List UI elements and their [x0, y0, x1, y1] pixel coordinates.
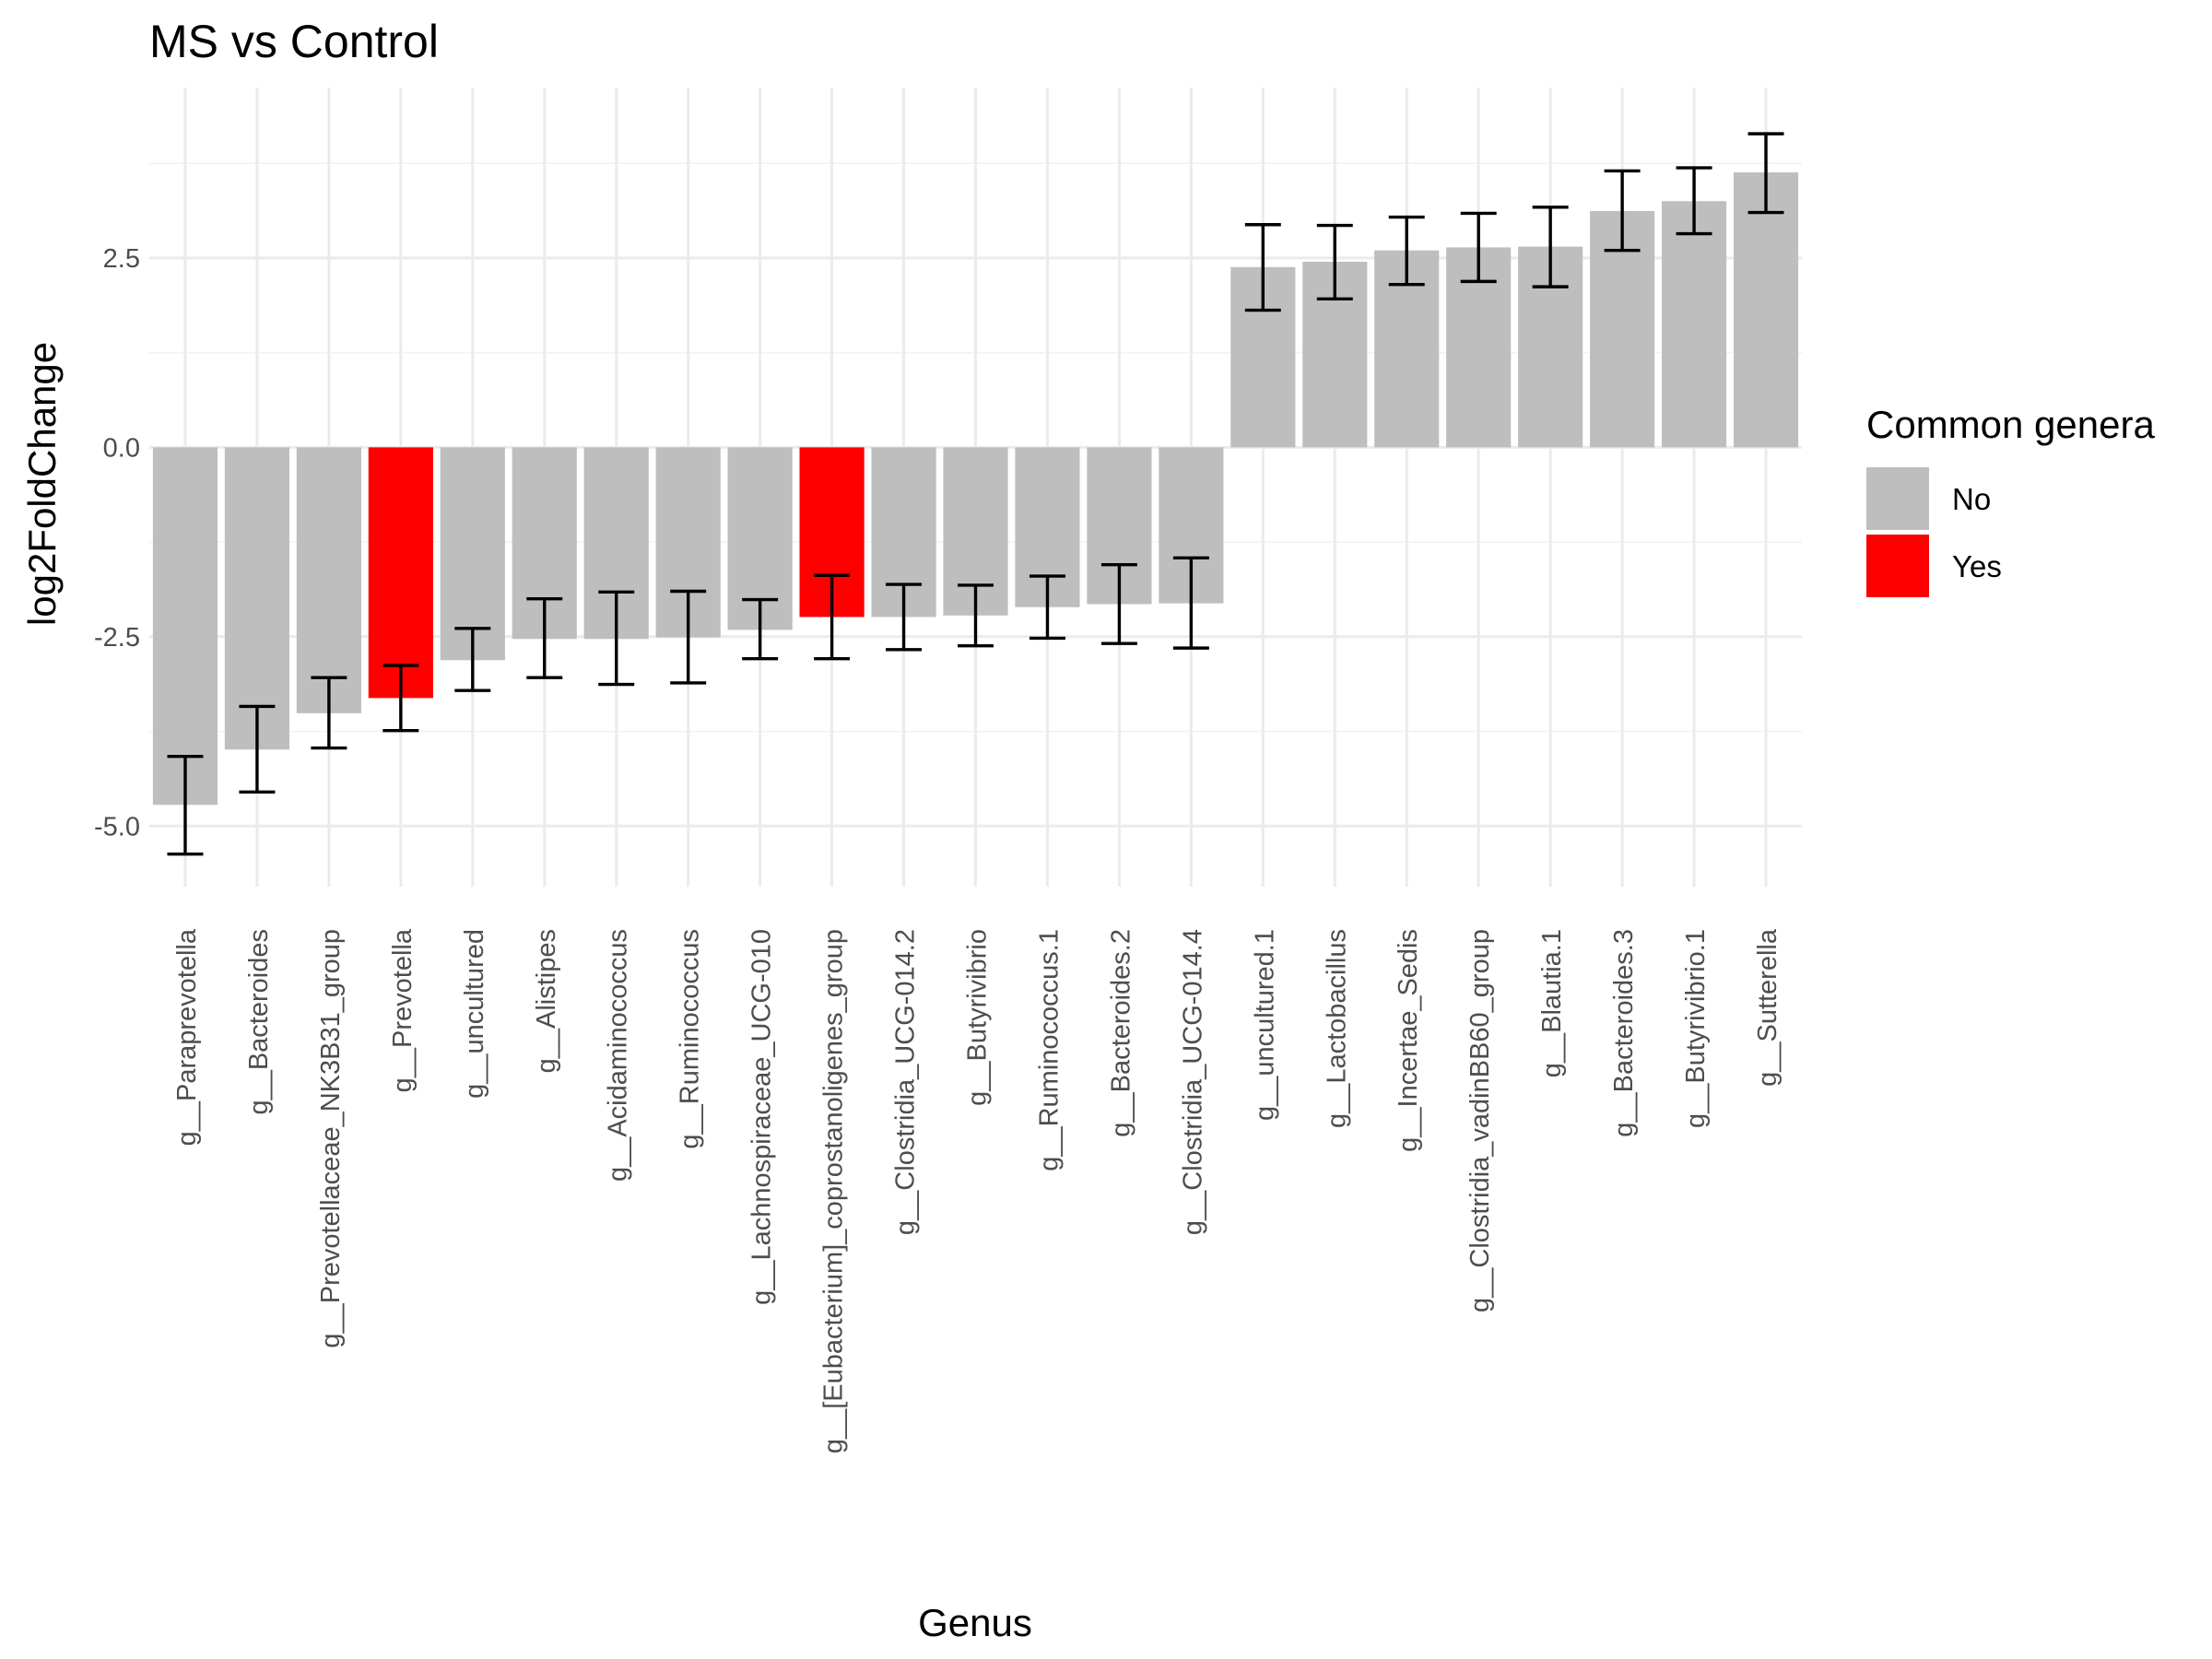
x-tick-label: g__Butyrivibrio.1: [1681, 929, 1711, 1128]
bars: [152, 172, 1799, 806]
error-bar: [1172, 556, 1209, 650]
error-bar: [526, 597, 563, 679]
bar: [440, 447, 505, 661]
error-bar: [742, 597, 779, 661]
error-bar: [167, 754, 204, 856]
x-tick-label: g__Ruminococcus.1: [1034, 929, 1064, 1171]
y-tick-label: 2.5: [103, 244, 140, 274]
x-tick-label: g__Clostridia_UCG-014.4: [1178, 929, 1207, 1235]
legend-key: [1866, 535, 1929, 597]
error-bar: [1747, 132, 1784, 215]
x-tick-label: g__Incertae_Sedis: [1394, 929, 1423, 1152]
x-tick-label: g__Butyrivibrio: [963, 929, 993, 1106]
error-bar: [311, 676, 347, 750]
y-tick-label: -2.5: [94, 623, 140, 653]
error-bar: [239, 704, 276, 794]
x-tick-label: g__Clostridia_UCG-014.2: [891, 929, 921, 1235]
bar: [296, 447, 361, 713]
x-tick-label: g__Alistipes: [532, 929, 561, 1073]
error-bar: [1604, 169, 1641, 253]
x-tick-label: g__[Eubacterium]_coprostanoligenes_group: [819, 929, 849, 1453]
error-bar: [1532, 206, 1569, 288]
error-bar: [670, 589, 707, 685]
error-bar: [886, 582, 923, 652]
x-axis-ticks: g__Paraprevotella g__Bacteroides g__Prevot…: [172, 928, 1783, 1453]
x-tick-label: g__uncultured: [460, 929, 489, 1099]
legend: Common genera No Yes: [1866, 403, 2155, 597]
x-tick-label: g__Acidaminococcus: [604, 929, 633, 1182]
x-tick-label: g__Ruminococcus: [676, 929, 705, 1149]
y-tick-label: -5.0: [94, 812, 140, 841]
x-tick-label: g__Bacteroides: [244, 929, 274, 1115]
x-tick-label: g__Prevotella: [388, 928, 418, 1092]
x-tick-label: g__Bacteroides.3: [1609, 929, 1639, 1137]
x-tick-label: g__Clostridia_vadinBB60_group: [1465, 929, 1495, 1312]
bar: [1733, 172, 1799, 448]
error-bar: [1316, 223, 1353, 300]
x-tick-label: g__Bacteroides.2: [1106, 929, 1135, 1137]
x-tick-label: g__Prevotellaceae_NK3B31_group: [316, 929, 346, 1348]
error-bar: [1244, 223, 1281, 312]
error-bar: [1100, 563, 1137, 645]
error-bar: [1460, 211, 1497, 284]
error-bar: [958, 583, 994, 648]
x-tick-label: g__Lachnospiraceae_UCG-010: [747, 929, 777, 1305]
x-tick-label: g__Lactobacillus: [1322, 929, 1351, 1128]
bar: [152, 447, 218, 806]
error-bar: [1388, 215, 1425, 287]
x-axis-title: Genus: [918, 1601, 1032, 1644]
y-axis-ticks: -5.0 -2.5 0.0 2.5: [94, 244, 140, 841]
x-tick-label: g__Paraprevotella: [172, 928, 202, 1146]
legend-title: Common genera: [1866, 403, 2155, 446]
error-bar: [598, 590, 635, 687]
legend-label: No: [1952, 482, 1991, 516]
error-bar: [454, 627, 491, 692]
x-tick-label: g__Sutterella: [1753, 928, 1783, 1087]
bar: [224, 447, 290, 750]
error-bar: [1676, 166, 1712, 236]
legend-items: No Yes: [1866, 467, 2002, 597]
y-tick-label: 0.0: [103, 433, 140, 463]
bar: [368, 447, 433, 699]
error-bar: [814, 573, 851, 661]
error-bar: [382, 664, 419, 733]
x-tick-label: g__Blautia.1: [1537, 929, 1567, 1077]
x-tick-label: g__uncultured.1: [1250, 929, 1279, 1121]
error-bar: [1029, 574, 1065, 641]
y-axis-title: log2FoldChange: [20, 342, 64, 626]
chart-title: MS vs Control: [149, 16, 439, 67]
error-bars: [167, 132, 1784, 856]
legend-label: Yes: [1952, 549, 2002, 583]
bar: [1661, 201, 1727, 448]
legend-key: [1866, 467, 1929, 530]
